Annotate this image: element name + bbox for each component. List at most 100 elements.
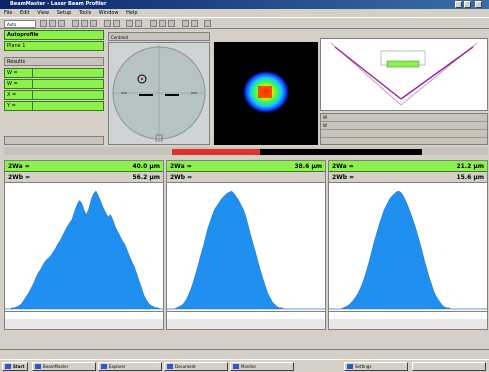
save-icon[interactable] [49,20,56,27]
profile-panel-3[interactable]: 2Wa = 21.2 µm 2Wb = 15.6 µm [328,160,488,330]
info-cell [321,130,341,137]
width-a-label: 2Wa = [170,163,192,170]
report-icon[interactable] [168,20,175,27]
result-row: W = [4,79,104,89]
result-key: X = [5,91,33,99]
help-icon[interactable] [204,20,211,27]
caustic-graphic [330,42,478,106]
measure-icon[interactable] [182,20,189,27]
zoom-out-icon[interactable] [113,20,120,27]
profile-panel-1[interactable]: 2Wa = 40.0 µm 2Wb = 56.2 µm [4,160,164,330]
taskbar-item-label: Explorer [109,364,126,369]
result-key: W = [5,69,33,77]
acquisition-progress [172,149,422,155]
result-key: W = [5,80,33,88]
profile-chart-3 [329,190,487,310]
minimize-button[interactable] [455,1,462,8]
profile-header-b: 2Wb = 56.2 µm [5,172,163,183]
bottom-handle-icon[interactable] [155,134,163,142]
progress-fill [172,149,260,155]
pause-icon[interactable] [81,20,88,27]
taskbar-item[interactable]: Document [164,362,228,371]
settings-icon [347,364,353,369]
width-b-value: 15.6 µm [456,174,484,181]
menu-item-help[interactable]: Help [126,10,138,16]
width-b-label: 2Wb = [8,174,31,181]
taskbar: Start BeamMaster Explorer Document Monit… [0,359,489,372]
taskbar-item[interactable]: Explorer [98,362,162,371]
menu-bar: File Edit View Setup Tools Window Help [0,9,489,17]
menu-item-tools[interactable]: Tools [78,10,92,16]
print-icon[interactable] [58,20,65,27]
aperture-view[interactable] [108,42,210,145]
info-cell [391,114,431,121]
result-row: Y = [4,101,104,111]
info-cell [431,130,487,137]
beam-image[interactable] [214,42,318,145]
maximize-button[interactable] [464,1,471,8]
profile-footer-1 [5,311,163,319]
menu-item-setup[interactable]: Setup [56,10,72,16]
profile-panel-2[interactable]: 2Wa = 38.6 µm 2Wb = [166,160,326,330]
result-key: Y = [5,102,33,110]
profile-header-a: 2Wa = 21.2 µm [329,161,487,172]
monitor-icon [233,364,239,369]
taskbar-item-label: Monitor [241,364,257,369]
info-cell [391,122,431,129]
profile-area [5,190,163,310]
taskbar-item[interactable]: Monitor [230,362,294,371]
beam-heatmap [242,70,290,114]
window-titlebar: BeamMaster - Laser Beam Profiler [0,0,489,9]
crosshair-icon[interactable] [191,20,198,27]
toolbar: Auto [0,17,489,29]
result-value [33,91,103,99]
taskbar-item[interactable]: Settings [344,362,408,371]
caustic-curve-left [334,46,402,100]
info-grid: W W [320,113,488,145]
info-row [321,130,487,138]
profile-footer-3 [329,311,487,319]
width-a-value: 38.6 µm [294,163,322,170]
info-cell: W [323,123,327,128]
app-icon [35,364,41,369]
camera-icon[interactable] [150,20,157,27]
menu-item-edit[interactable]: Edit [19,10,30,16]
profile-header-b: 2Wb = 15.6 µm [329,172,487,183]
play-icon[interactable] [72,20,79,27]
result-row: X = [4,90,104,100]
info-row: W [321,114,487,122]
profile-formula-2 [167,319,325,329]
chart-icon[interactable] [159,20,166,27]
profile-formula-1 [5,319,163,329]
width-a-label: 2Wa = [332,163,354,170]
start-button[interactable]: Start [2,362,28,371]
start-label: Start [13,364,25,369]
menu-item-view[interactable]: View [37,10,50,16]
stop-icon[interactable] [90,20,97,27]
caustic-plot[interactable] [320,38,488,111]
info-cell [391,130,431,137]
progress-caption [426,147,488,155]
panel-footer [4,136,104,145]
centroid-dot [140,77,144,81]
width-b-label: 2Wb = [170,174,193,181]
aperture-graphic [112,45,206,142]
mode-combo[interactable]: Auto [4,20,36,28]
info-cell [341,122,391,129]
grid-icon[interactable] [126,20,133,27]
profile-header-b: 2Wb = [167,172,325,183]
panel-header: Autoprofile [4,30,104,40]
close-button[interactable] [475,1,482,8]
settings-icon[interactable] [135,20,142,27]
profile-chart-1 [5,190,163,310]
open-icon[interactable] [40,20,47,27]
info-cell [341,114,391,121]
menu-item-window[interactable]: Window [98,10,119,16]
info-cell [341,130,391,137]
beam-core [258,86,272,98]
zoom-in-icon[interactable] [104,20,111,27]
profile-header-a: 2Wa = 40.0 µm [5,161,163,172]
menu-item-file[interactable]: File [4,10,13,16]
panel-subheader: Plane 1 [4,41,104,51]
taskbar-item[interactable]: BeamMaster [32,362,96,371]
